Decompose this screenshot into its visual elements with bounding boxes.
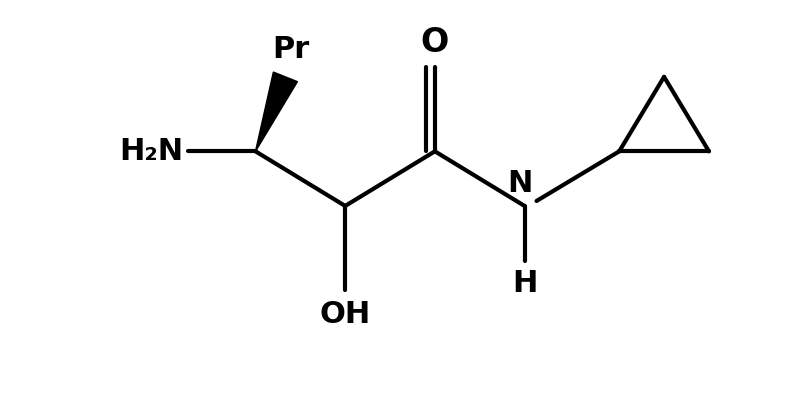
Text: N: N xyxy=(507,169,533,198)
Text: H₂N: H₂N xyxy=(119,137,183,166)
Text: Pr: Pr xyxy=(272,35,309,64)
Text: O: O xyxy=(421,26,449,59)
Text: OH: OH xyxy=(320,300,371,329)
Polygon shape xyxy=(256,72,297,151)
Text: H: H xyxy=(512,268,537,297)
